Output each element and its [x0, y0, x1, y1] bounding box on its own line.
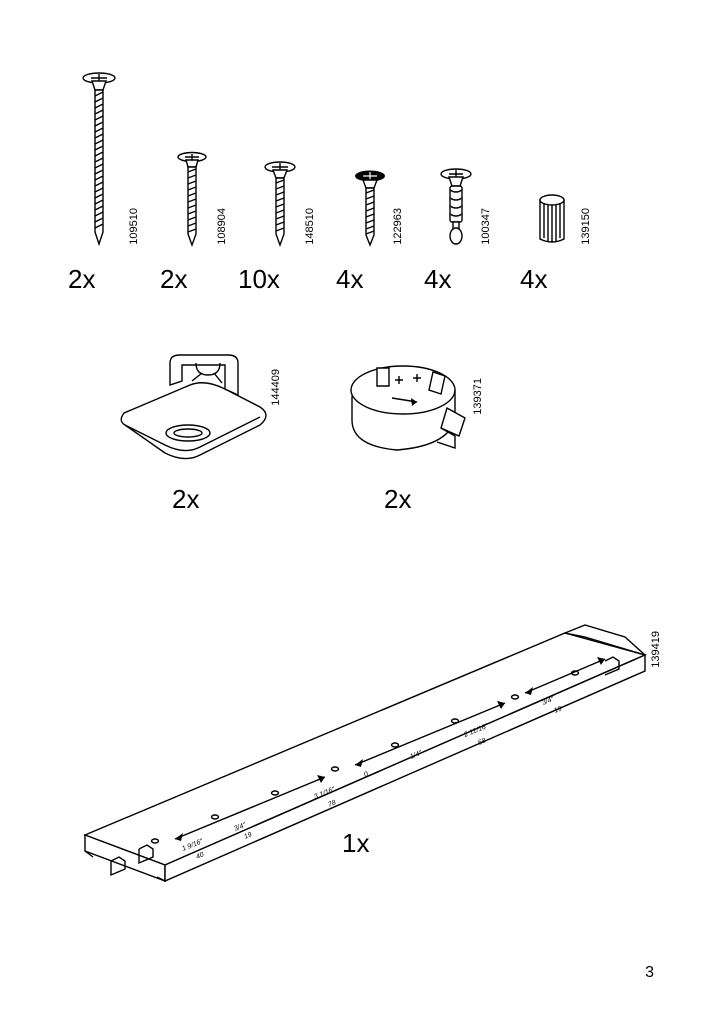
qty-label: 2x — [172, 484, 199, 515]
qty-label: 4x — [424, 264, 451, 295]
screw-icon — [174, 152, 210, 247]
part-code: 109510 — [128, 208, 140, 245]
qty-label: 2x — [384, 484, 411, 515]
part-code: 139419 — [650, 631, 662, 668]
part-cam-bolt: 100347 — [428, 168, 484, 247]
part-dowel: 139150 — [524, 192, 580, 247]
part-bracket: 144409 — [110, 355, 280, 470]
part-code: 139371 — [472, 378, 484, 415]
part-code: 148510 — [304, 208, 316, 245]
page-number: 3 — [645, 964, 654, 982]
bracket-icon — [110, 355, 280, 470]
screw-icon — [262, 162, 298, 247]
instruction-page: 109510 2x 108904 2x — [0, 0, 714, 1012]
qty-label: 2x — [68, 264, 95, 295]
part-code: 100347 — [480, 208, 492, 245]
screw-black-icon — [352, 170, 388, 247]
part-code: 144409 — [270, 369, 282, 406]
qty-label: 4x — [520, 264, 547, 295]
part-code: 139150 — [580, 208, 592, 245]
cam-bolt-icon — [436, 168, 476, 247]
part-screw-long: 109510 — [64, 72, 134, 247]
dowel-icon — [532, 192, 572, 247]
part-cam-lock: 139371 — [332, 358, 482, 463]
part-screw-med1: 108904 — [162, 152, 222, 247]
part-code: 108904 — [216, 208, 228, 245]
qty-label: 4x — [336, 264, 363, 295]
cam-lock-icon — [337, 358, 477, 463]
part-screw-black: 122963 — [342, 170, 398, 247]
part-code: 122963 — [392, 208, 404, 245]
part-screw-med2: 148510 — [250, 162, 310, 247]
qty-label: 10x — [238, 264, 280, 295]
qty-label: 1x — [342, 828, 369, 859]
qty-label: 2x — [160, 264, 187, 295]
screw-long-icon — [79, 72, 119, 247]
